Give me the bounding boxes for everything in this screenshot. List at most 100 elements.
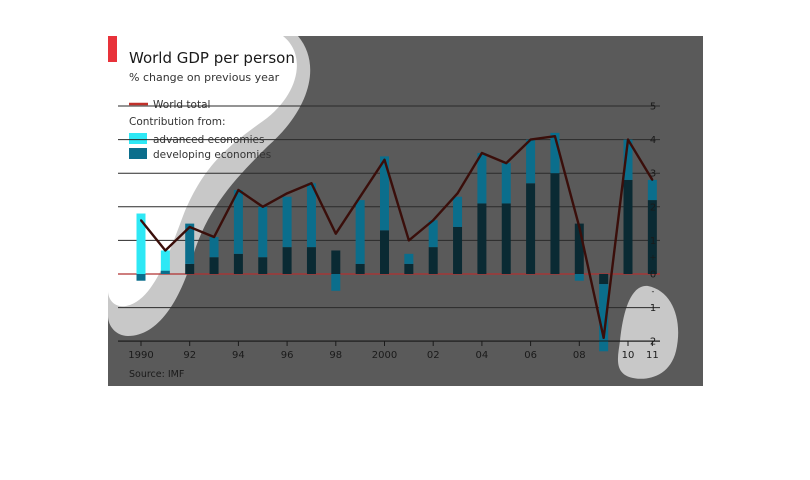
bar-developing-1993 xyxy=(209,257,219,274)
bar-developing-2005 xyxy=(501,203,511,274)
bar-advanced-2011 xyxy=(647,179,657,201)
world-total-point-2006 xyxy=(529,138,532,141)
bar-developing-1996 xyxy=(282,247,292,274)
bar-developing-2008 xyxy=(574,223,584,274)
bar-developing-1999 xyxy=(355,263,365,274)
chart-title: World GDP per person xyxy=(129,49,295,67)
world-total-point-2005 xyxy=(505,162,508,165)
y-tick-label-6: 1 xyxy=(650,303,656,314)
x-tick-label-11: 11 xyxy=(646,350,659,361)
bars xyxy=(136,132,657,352)
source-note: Source: IMF xyxy=(129,369,184,380)
y-sign-minus: - xyxy=(652,287,655,296)
bar-advanced-2001 xyxy=(404,253,414,264)
bar-advanced-1992 xyxy=(185,223,195,264)
world-total-point-2010 xyxy=(627,138,629,141)
world-total-line xyxy=(140,135,654,340)
bar-advanced-1999 xyxy=(355,200,365,264)
bar-advanced-2000 xyxy=(380,156,389,231)
bar-developing-1991 xyxy=(160,270,170,274)
bar-advanced-2009 xyxy=(599,284,609,352)
bar-advanced-1998 xyxy=(331,274,341,291)
x-tick-label-8: 06 xyxy=(524,350,537,361)
world-total-point-1990 xyxy=(140,219,142,222)
world-total-polyline xyxy=(140,135,654,340)
x-tick-label-3: 96 xyxy=(281,350,294,361)
bar-advanced-1994 xyxy=(233,190,243,254)
legend-line-label: World total xyxy=(153,99,210,111)
y-tick-label-5: 0 xyxy=(650,270,656,281)
bar-developing-2009 xyxy=(599,274,609,285)
bar-advanced-2003 xyxy=(453,196,463,227)
bar-developing-2003 xyxy=(453,226,463,274)
legend-developing-label: developing economies xyxy=(153,149,271,161)
y-tick-label-4: 1 xyxy=(650,236,656,247)
y-sign-plus: + xyxy=(650,253,657,262)
x-tick-label-10: 10 xyxy=(622,350,635,361)
y-tick-label-2: 3 xyxy=(650,169,656,180)
x-tick-label-2: 94 xyxy=(232,350,245,361)
title-accent-bar xyxy=(108,36,117,62)
world-total-point-2003 xyxy=(456,192,459,195)
y-tick-label-1: 4 xyxy=(650,135,656,146)
world-total-point-1995 xyxy=(261,205,264,208)
y-tick-label-7: 2 xyxy=(650,337,656,348)
y-tick-label-3: 2 xyxy=(650,202,656,213)
bar-developing-1997 xyxy=(306,247,316,274)
bar-advanced-2005 xyxy=(501,163,511,204)
x-tick-label-9: 08 xyxy=(573,350,586,361)
bar-developing-2001 xyxy=(404,263,414,274)
bar-advanced-1990 xyxy=(136,213,146,274)
chart-card: World GDP per person % change on previou… xyxy=(108,36,703,386)
legend: World total Contribution from: advanced … xyxy=(129,99,271,161)
bar-developing-2007 xyxy=(550,173,560,274)
bar-developing-2011 xyxy=(647,200,657,274)
blob-light-right xyxy=(617,285,679,379)
world-total-point-1996 xyxy=(286,192,289,195)
bar-developing-1998 xyxy=(331,250,341,274)
bar-developing-2002 xyxy=(428,247,438,274)
world-total-point-1997 xyxy=(310,182,313,185)
chart-canvas: World GDP per person % change on previou… xyxy=(108,36,679,380)
bar-advanced-1996 xyxy=(282,196,292,248)
legend-advanced-swatch xyxy=(129,133,147,144)
bar-advanced-2008 xyxy=(574,274,584,281)
bar-advanced-1995 xyxy=(258,206,268,258)
bar-advanced-1991 xyxy=(160,250,170,271)
bar-developing-1990 xyxy=(136,274,146,281)
world-total-point-1994 xyxy=(237,189,240,191)
x-tick-label-0: 1990 xyxy=(128,350,153,361)
decorative-blobs xyxy=(108,36,679,379)
world-total-point-1991 xyxy=(164,249,167,252)
bar-developing-2006 xyxy=(526,183,536,274)
world-total-point-1993 xyxy=(213,236,216,239)
bar-developing-2000 xyxy=(380,230,389,274)
world-total-point-2004 xyxy=(480,152,483,155)
world-total-point-2007 xyxy=(553,135,556,138)
x-tick-label-7: 04 xyxy=(476,350,489,361)
world-total-point-1998 xyxy=(334,232,337,235)
world-total-point-2002 xyxy=(432,219,435,222)
bar-advanced-2010 xyxy=(623,139,633,180)
world-total-point-1992 xyxy=(188,225,191,228)
bar-developing-2004 xyxy=(477,203,487,274)
legend-group-label: Contribution from: xyxy=(129,116,226,128)
x-tick-label-4: 98 xyxy=(329,350,342,361)
world-total-point-2009 xyxy=(602,336,605,339)
x-tick-label-1: 92 xyxy=(183,350,196,361)
chart-subtitle: % change on previous year xyxy=(129,71,280,84)
bar-advanced-1993 xyxy=(209,237,219,258)
world-total-point-1999 xyxy=(359,195,362,198)
bar-advanced-2006 xyxy=(526,139,536,184)
bar-developing-1992 xyxy=(185,263,195,274)
bar-developing-1995 xyxy=(258,257,268,274)
x-tick-label-5: 2000 xyxy=(372,350,397,361)
bar-developing-2010 xyxy=(623,179,633,274)
world-total-point-2001 xyxy=(407,239,410,242)
world-total-point-2008 xyxy=(578,225,581,228)
bar-advanced-2007 xyxy=(550,132,560,174)
world-total-point-2000 xyxy=(383,158,386,161)
bar-developing-1994 xyxy=(233,253,243,274)
bar-advanced-2004 xyxy=(477,153,487,204)
